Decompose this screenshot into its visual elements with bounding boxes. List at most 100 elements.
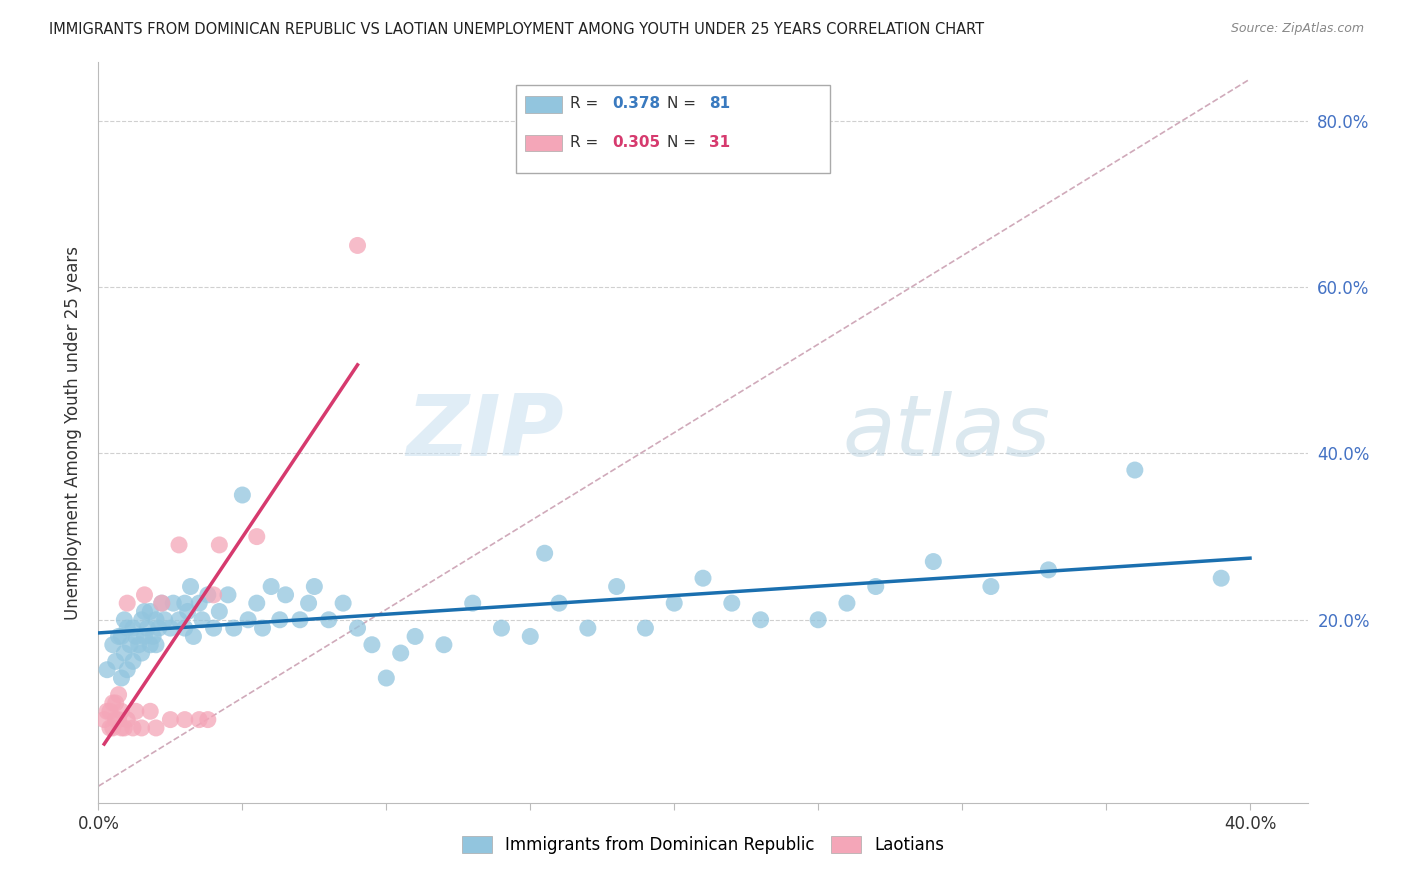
Legend: Immigrants from Dominican Republic, Laotians: Immigrants from Dominican Republic, Laot…: [456, 830, 950, 861]
Text: R =: R =: [569, 135, 603, 150]
Point: [110, 721, 132, 735]
Point: [93, 713, 115, 727]
Point: [246, 530, 269, 544]
Text: N =: N =: [666, 95, 700, 111]
Point: [188, 596, 211, 610]
Point: [167, 538, 190, 552]
Point: [162, 596, 184, 610]
Bar: [526, 96, 561, 112]
Point: [202, 588, 225, 602]
Point: [98, 704, 121, 718]
Point: [131, 613, 153, 627]
Text: R =: R =: [569, 95, 603, 111]
Point: [122, 654, 145, 668]
Point: [692, 571, 714, 585]
Text: Source: ZipAtlas.com: Source: ZipAtlas.com: [1230, 22, 1364, 36]
Point: [404, 629, 426, 643]
Point: [107, 713, 129, 727]
Point: [606, 580, 628, 594]
Text: 0.378: 0.378: [613, 95, 661, 111]
Point: [104, 713, 127, 727]
Point: [835, 596, 858, 610]
Point: [749, 613, 772, 627]
Point: [139, 638, 162, 652]
Point: [260, 580, 283, 594]
Point: [1123, 463, 1146, 477]
Point: [491, 621, 513, 635]
Y-axis label: Unemployment Among Youth under 25 years: Unemployment Among Youth under 25 years: [65, 245, 83, 620]
Point: [664, 596, 686, 610]
Point: [634, 621, 657, 635]
Text: IMMIGRANTS FROM DOMINICAN REPUBLIC VS LAOTIAN UNEMPLOYMENT AMONG YOUTH UNDER 25 : IMMIGRANTS FROM DOMINICAN REPUBLIC VS LA…: [49, 22, 984, 37]
Point: [115, 713, 138, 727]
Text: N =: N =: [666, 135, 700, 150]
Point: [246, 596, 269, 610]
Point: [269, 613, 291, 627]
Point: [115, 663, 138, 677]
Point: [167, 613, 190, 627]
Text: atlas: atlas: [842, 391, 1050, 475]
Point: [139, 605, 162, 619]
Point: [148, 621, 170, 635]
Point: [96, 663, 118, 677]
Point: [139, 704, 162, 718]
Point: [173, 621, 195, 635]
Point: [96, 704, 118, 718]
Point: [131, 721, 153, 735]
Point: [217, 588, 239, 602]
Point: [107, 688, 129, 702]
Point: [150, 596, 173, 610]
Point: [332, 596, 354, 610]
Point: [922, 555, 945, 569]
Point: [176, 605, 198, 619]
Point: [104, 696, 127, 710]
Point: [107, 629, 129, 643]
Point: [112, 646, 135, 660]
Point: [101, 638, 124, 652]
Point: [252, 621, 274, 635]
Point: [433, 638, 456, 652]
Point: [145, 638, 167, 652]
Point: [576, 621, 599, 635]
Point: [112, 721, 135, 735]
Text: 81: 81: [709, 95, 730, 111]
Point: [125, 629, 148, 643]
Point: [120, 638, 142, 652]
Point: [112, 613, 135, 627]
Point: [122, 721, 145, 735]
Point: [361, 638, 384, 652]
Point: [208, 605, 231, 619]
Point: [173, 596, 195, 610]
Point: [110, 671, 132, 685]
Point: [288, 613, 311, 627]
Point: [236, 613, 259, 627]
Point: [159, 713, 181, 727]
Point: [173, 713, 195, 727]
Point: [104, 654, 127, 668]
Point: [197, 713, 219, 727]
Point: [98, 721, 121, 735]
Point: [191, 613, 214, 627]
Point: [145, 613, 167, 627]
Point: [375, 671, 398, 685]
Point: [231, 488, 253, 502]
Point: [134, 629, 156, 643]
Point: [110, 629, 132, 643]
Point: [202, 621, 225, 635]
Point: [389, 646, 412, 660]
Point: [188, 713, 211, 727]
Point: [548, 596, 571, 610]
Text: 31: 31: [709, 135, 730, 150]
Point: [222, 621, 245, 635]
Point: [274, 588, 297, 602]
Point: [134, 605, 156, 619]
FancyBboxPatch shape: [516, 85, 830, 173]
Point: [115, 621, 138, 635]
Point: [980, 580, 1002, 594]
Point: [208, 538, 231, 552]
Point: [101, 696, 124, 710]
Text: ZIP: ZIP: [406, 391, 564, 475]
Point: [150, 596, 173, 610]
Point: [346, 238, 368, 252]
Point: [131, 646, 153, 660]
